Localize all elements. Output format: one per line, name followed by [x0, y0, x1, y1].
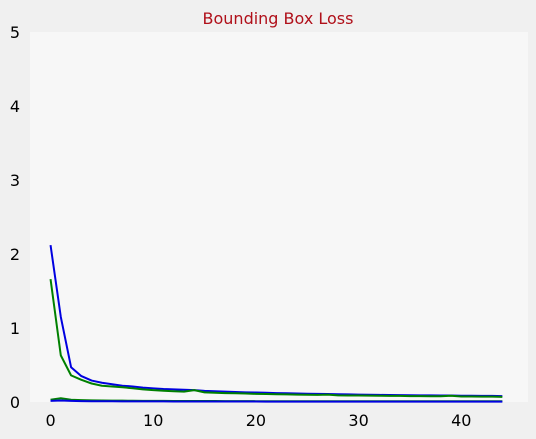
x-tick-label: 20: [246, 411, 266, 430]
x-tick-label: 0: [45, 411, 55, 430]
y-tick-label: 0: [10, 393, 20, 412]
x-tick-label: 30: [348, 411, 368, 430]
series-line-2: [49, 279, 503, 398]
plot-area: [30, 32, 528, 402]
y-axis: 0 1 2 3 4 5: [10, 23, 20, 412]
y-tick-label: 1: [10, 319, 20, 338]
y-tick-label: 3: [10, 171, 20, 190]
x-axis: 0 10 20 30 40: [45, 411, 471, 430]
y-tick-label: 5: [10, 23, 20, 42]
y-tick-label: 2: [10, 245, 20, 264]
series-line-4: [50, 399, 503, 403]
series-layer: [49, 244, 503, 403]
chart-title: Bounding Box Loss: [203, 9, 354, 28]
x-tick-label: 40: [451, 411, 471, 430]
x-tick-label: 10: [143, 411, 163, 430]
y-tick-label: 4: [10, 97, 20, 116]
